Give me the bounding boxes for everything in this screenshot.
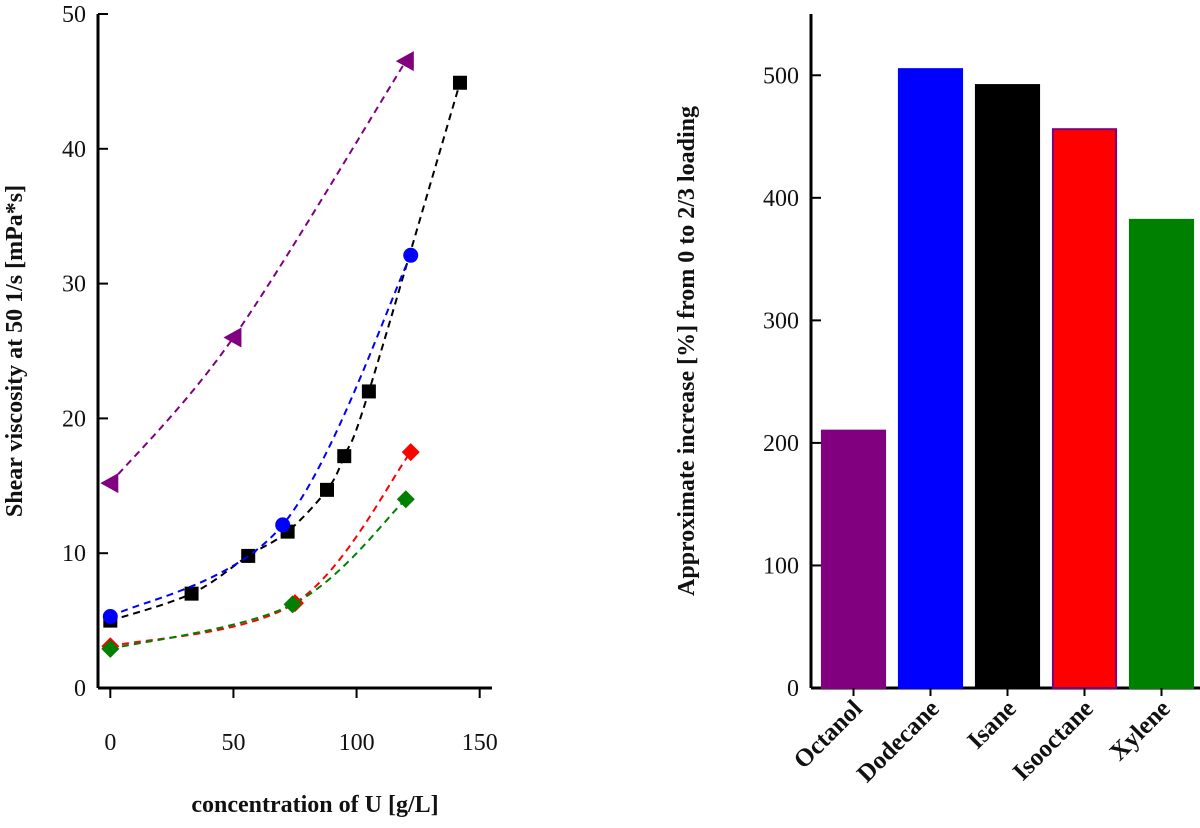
category-label: Isane — [962, 695, 1021, 754]
left-chart: 0 10 20 30 40 50 0 50 100 150 concentration of U… — [2, 2, 498, 818]
right-y-ticks: 0 100 200 300 400 500 — [763, 63, 821, 702]
category-label: Isooctane — [1008, 695, 1099, 786]
right-bars-group — [820, 68, 1195, 690]
bar-isane — [974, 84, 1041, 690]
bar-dodecane — [897, 68, 964, 690]
data-point-diamond — [396, 490, 415, 509]
right-y-tick-label: 300 — [763, 308, 799, 334]
bar-octanol — [820, 429, 887, 689]
right-y-tick-label: 200 — [763, 431, 799, 457]
data-point-diamond — [283, 595, 302, 614]
data-point-diamond — [401, 443, 420, 462]
left-x-tick-label: 50 — [221, 730, 245, 756]
left-y-ticks: 0 10 20 30 40 50 — [62, 2, 108, 702]
left-x-ticks: 0 50 100 150 — [104, 688, 498, 756]
left-y-tick-label: 40 — [62, 137, 86, 163]
data-point-triangle — [395, 51, 414, 72]
series-2-line — [109, 254, 412, 618]
left-y-tick-label: 30 — [62, 272, 86, 298]
data-point-triangle — [100, 473, 119, 494]
left-x-tick-label: 100 — [339, 730, 375, 756]
data-point-diamond — [101, 639, 120, 658]
left-y-axis-title: Shear viscosity at 50 1/s [mPa*s] — [2, 185, 28, 517]
data-point-triangle — [223, 327, 242, 348]
bar-xylene — [1128, 218, 1195, 689]
left-x-tick-label: 0 — [104, 730, 116, 756]
data-point-square — [361, 384, 376, 399]
series-0-line — [109, 60, 407, 484]
category-label: Dodecane — [852, 695, 945, 788]
data-point-circle — [102, 609, 118, 625]
left-series-group — [100, 51, 467, 658]
left-y-tick-label: 20 — [62, 406, 86, 432]
series-4-line — [110, 498, 407, 650]
right-y-tick-label: 500 — [763, 63, 799, 89]
data-point-square — [320, 482, 335, 497]
left-y-tick-label: 10 — [62, 541, 86, 567]
right-y-tick-label: 0 — [787, 676, 799, 702]
category-label: Xylene — [1105, 695, 1176, 766]
left-y-tick-label: 50 — [62, 2, 86, 28]
data-point-square — [241, 548, 256, 563]
right-y-tick-label: 100 — [763, 553, 799, 579]
left-x-tick-label: 150 — [462, 730, 498, 756]
bar-isooctane — [1051, 128, 1118, 689]
category-label: Octanol — [789, 695, 868, 774]
series-3-line — [110, 451, 412, 648]
series-1-line — [109, 82, 461, 622]
left-x-axis-title: concentration of U [g/L] — [191, 792, 438, 818]
data-point-square — [452, 75, 467, 90]
right-y-axis-title: Approximate increase [%] from 0 to 2/3 l… — [674, 106, 700, 596]
data-point-circle — [275, 517, 291, 533]
left-y-tick-label: 0 — [74, 676, 86, 702]
data-point-square — [184, 586, 199, 601]
data-point-square — [337, 449, 352, 464]
right-y-tick-label: 400 — [763, 186, 799, 212]
data-point-circle — [403, 247, 419, 263]
